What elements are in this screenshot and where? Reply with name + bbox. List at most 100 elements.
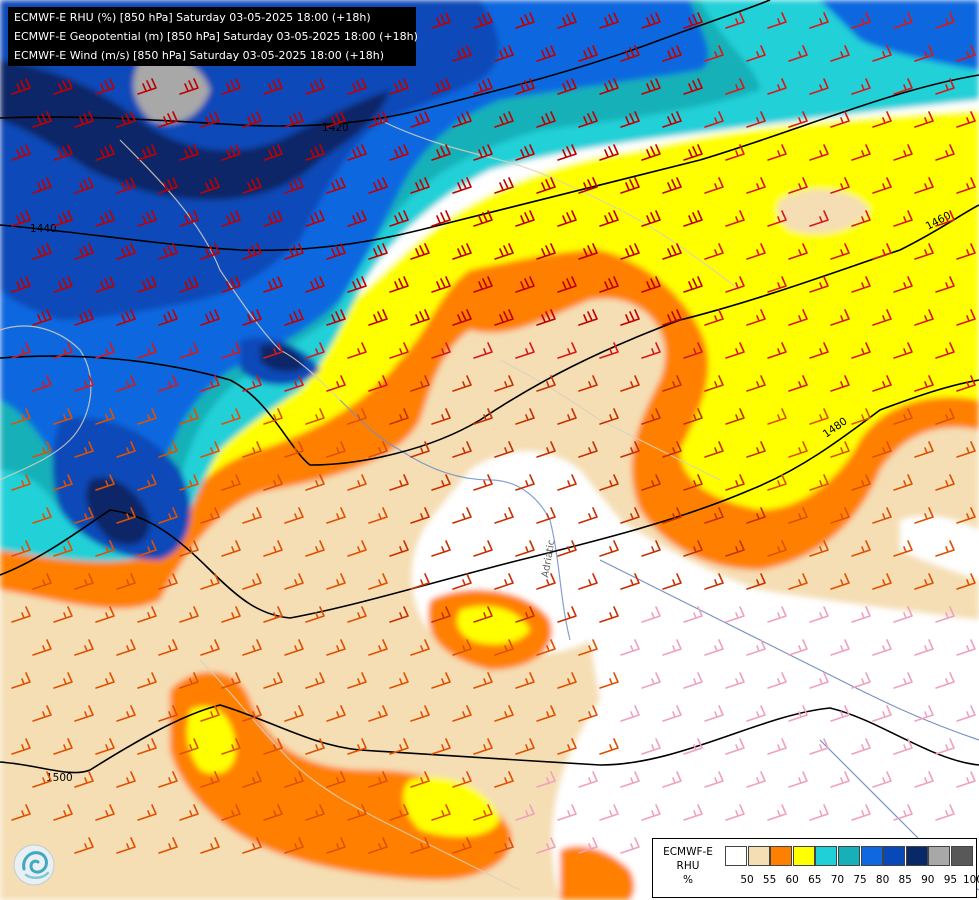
wind-barb <box>32 111 52 128</box>
wind-barb <box>473 540 493 557</box>
wind-barb <box>872 771 892 788</box>
wind-barb <box>116 111 136 128</box>
wind-barb <box>263 540 283 557</box>
wind-barb <box>116 441 136 458</box>
wind-barb <box>326 771 346 788</box>
wind-barb <box>431 342 451 359</box>
wind-barb <box>809 738 829 755</box>
wind-barb <box>137 342 157 359</box>
wind-barb <box>95 276 115 293</box>
wind-barb <box>347 144 367 161</box>
wind-barb <box>914 375 934 392</box>
info-line-wind: ECMWF-E Wind (m/s) [850 hPa] Saturday 03… <box>14 49 384 62</box>
wind-barb <box>788 573 808 590</box>
wind-barb <box>74 639 94 656</box>
wind-barb <box>263 804 283 821</box>
info-line-geopotential: ECMWF-E Geopotential (m) [850 hPa] Satur… <box>14 30 418 43</box>
wind-barb <box>284 573 304 590</box>
wind-barb <box>158 639 178 656</box>
wind-barb <box>410 441 430 458</box>
wind-barb <box>599 144 619 161</box>
wind-barb <box>767 738 787 755</box>
wind-barb <box>221 210 241 227</box>
wind-barb <box>515 408 535 425</box>
wind-barb <box>935 672 955 689</box>
wind-barb <box>704 441 724 458</box>
wind-barb <box>557 144 577 161</box>
wind-barb <box>221 738 241 755</box>
wind-barb <box>956 375 976 392</box>
wind-barb <box>872 309 892 326</box>
wind-barb <box>305 540 325 557</box>
wind-barb <box>431 144 451 161</box>
wind-barb <box>683 540 703 557</box>
wind-barb <box>767 804 787 821</box>
wind-barb <box>704 111 724 128</box>
wind-barb <box>557 672 577 689</box>
wind-barb <box>641 342 661 359</box>
wind-barb <box>116 573 136 590</box>
wind-barb <box>725 474 745 491</box>
wind-barb <box>893 144 913 161</box>
wind-barb <box>410 243 430 260</box>
wind-barb <box>767 606 787 623</box>
wind-barb <box>599 474 619 491</box>
wind-barb <box>515 276 535 293</box>
wind-barb <box>893 738 913 755</box>
wind-barb <box>410 573 430 590</box>
wind-barb <box>473 606 493 623</box>
wind-barb <box>32 375 52 392</box>
wind-barb <box>179 474 199 491</box>
wind-barb <box>494 177 514 194</box>
wind-barb <box>200 309 220 326</box>
wind-barb <box>389 276 409 293</box>
legend-swatch <box>905 846 928 866</box>
wind-barb <box>431 210 451 227</box>
wind-barb <box>746 507 766 524</box>
wind-barb <box>242 573 262 590</box>
wind-barb <box>536 705 556 722</box>
wind-barb <box>263 738 283 755</box>
wind-barb <box>74 573 94 590</box>
wind-barb <box>32 243 52 260</box>
wind-barb <box>536 243 556 260</box>
wind-barb <box>116 705 136 722</box>
wind-barb <box>326 837 346 854</box>
wind-barb <box>11 78 31 95</box>
wind-barb <box>53 144 73 161</box>
wind-barb <box>494 705 514 722</box>
wind-barb <box>872 45 892 62</box>
wind-barb <box>158 375 178 392</box>
wind-barb <box>809 342 829 359</box>
wind-barb <box>725 342 745 359</box>
wind-barb <box>95 210 115 227</box>
wind-barb <box>452 45 472 62</box>
legend-swatch <box>883 846 906 866</box>
wind-barb <box>557 606 577 623</box>
wind-barb <box>74 111 94 128</box>
contour-label-1420: 1420 <box>322 122 349 134</box>
wind-barb <box>200 111 220 128</box>
wind-barb <box>662 705 682 722</box>
wind-barb <box>662 573 682 590</box>
wind-barb <box>326 573 346 590</box>
wind-barb <box>683 342 703 359</box>
wind-barb <box>956 177 976 194</box>
wind-barb <box>935 210 955 227</box>
legend-label: 100 <box>962 874 979 886</box>
wind-barb <box>830 639 850 656</box>
wind-barb <box>326 111 346 128</box>
wind-barb <box>620 705 640 722</box>
wind-barb <box>473 738 493 755</box>
wind-barb <box>935 12 955 29</box>
wind-barb <box>893 210 913 227</box>
wind-barb <box>557 540 577 557</box>
wind-barb <box>368 507 388 524</box>
info-box: ECMWF-E RHU (%) [850 hPa] Saturday 03-05… <box>8 7 418 66</box>
wind-barb <box>557 210 577 227</box>
wind-barb <box>893 804 913 821</box>
wind-barb <box>578 507 598 524</box>
wind-barb <box>641 210 661 227</box>
wind-barb <box>515 210 535 227</box>
wind-barb <box>494 45 514 62</box>
